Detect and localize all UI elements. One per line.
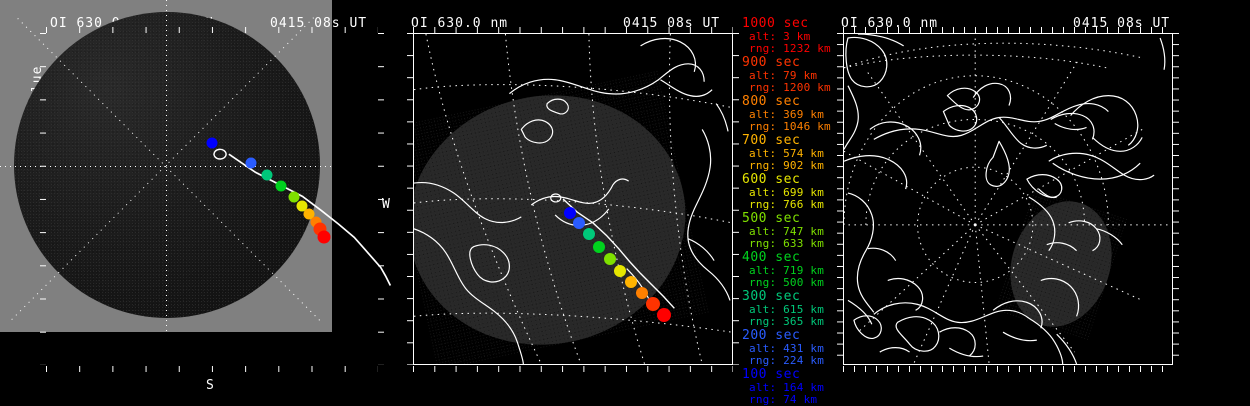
legend-entry-range: rng: 74 km xyxy=(749,393,818,406)
trajectory-point xyxy=(625,276,637,288)
legend-entry-time: 100 sec xyxy=(742,367,801,382)
map-polar-ticks-top xyxy=(843,27,1173,33)
trajectory-point xyxy=(636,287,648,299)
map-zoom-graticule xyxy=(414,34,732,364)
trajectory-point xyxy=(206,137,218,149)
allsky-noise-texture xyxy=(14,12,320,318)
legend-entry: 500 sec alt: 747 km rng: 633 km xyxy=(742,211,838,250)
legend-entry-range: rng: 766 km xyxy=(749,198,825,211)
legend-entry-range: rng: 365 km xyxy=(749,315,825,328)
allsky-label-south: S xyxy=(206,378,215,393)
map-polar-ticks-right xyxy=(1173,33,1179,365)
trajectory-point xyxy=(310,216,322,228)
allsky-field-disc xyxy=(14,12,320,318)
map-polar-canvas xyxy=(843,33,1173,365)
trajectory-point xyxy=(245,157,257,169)
trajectory-point xyxy=(275,180,287,192)
map-polar-panel: OI 630.0 nm 0415 08s UT xyxy=(835,0,1250,400)
legend-entry-altitude: alt: 369 km xyxy=(749,108,825,121)
legend-entry: 800 sec alt: 369 km rng: 1046 km xyxy=(742,94,838,133)
legend-entry-range: rng: 1232 km xyxy=(749,42,831,55)
map-zoom-ticks-left xyxy=(407,33,413,365)
allsky-ticks-right xyxy=(378,33,384,365)
trajectory-point xyxy=(261,169,273,181)
legend-entry: 200 sec alt: 431 km rng: 224 km xyxy=(742,328,838,367)
legend-entry-time: 900 sec xyxy=(742,55,801,70)
legend-entry-time: 500 sec xyxy=(742,211,801,226)
legend-entry-altitude: alt: 574 km xyxy=(749,147,825,160)
map-zoom-ticks-top xyxy=(413,27,733,33)
map-zoom-trajectory-markers xyxy=(414,34,732,364)
legend-entry-time: 400 sec xyxy=(742,250,801,265)
map-zoom-canvas xyxy=(413,33,733,365)
trajectory-point xyxy=(564,207,576,219)
legend-entry-altitude: alt: 699 km xyxy=(749,186,825,199)
legend-entry-range: rng: 1200 km xyxy=(749,81,831,94)
legend-entry: 700 sec alt: 574 km rng: 902 km xyxy=(742,133,838,172)
allsky-ticks-bottom xyxy=(46,366,378,372)
legend-entry-time: 1000 sec xyxy=(742,16,809,31)
legend-entry-range: rng: 902 km xyxy=(749,159,825,172)
legend-entry-altitude: alt: 431 km xyxy=(749,342,825,355)
legend-entry: 1000 sec alt: 3 km rng: 1232 km xyxy=(742,16,838,55)
trajectory-point xyxy=(657,308,671,322)
legend-entry-range: rng: 224 km xyxy=(749,354,825,367)
allsky-label-west: W xyxy=(382,197,391,212)
allsky-ticks-left xyxy=(40,33,46,365)
legend-entry-altitude: alt: 719 km xyxy=(749,264,825,277)
time-altitude-range-legend: 1000 sec alt: 3 km rng: 1232 km 900 sec alt:… xyxy=(742,16,838,406)
legend-entry: 100 sec alt: 164 km rng: 74 km xyxy=(742,367,838,406)
legend-entry-altitude: alt: 747 km xyxy=(749,225,825,238)
map-zoom-ticks-bottom xyxy=(413,366,733,372)
legend-entry: 900 sec alt: 79 km rng: 1200 km xyxy=(742,55,838,94)
map-zoom-panel: OI 630.0 nm 0415 08s UT xyxy=(405,0,739,400)
legend-entry-time: 700 sec xyxy=(742,133,801,148)
map-zoom-coastlines xyxy=(414,37,731,364)
legend-entry: 600 sec alt: 699 km rng: 766 km xyxy=(742,172,838,211)
trajectory-point xyxy=(288,191,300,203)
legend-entry: 400 sec alt: 719 km rng: 500 km xyxy=(742,250,838,289)
map-polar-ticks-bottom xyxy=(843,366,1173,372)
trajectory-point xyxy=(303,208,315,220)
map-zoom-ticks-right xyxy=(733,33,739,365)
legend-entry: 300 sec alt: 615 km rng: 365 km xyxy=(742,289,838,328)
legend-entry-time: 800 sec xyxy=(742,94,801,109)
allsky-image xyxy=(0,0,400,400)
legend-entry-range: rng: 1046 km xyxy=(749,120,831,133)
trajectory-point xyxy=(573,217,585,229)
allsky-ticks-top xyxy=(46,27,378,33)
legend-entry-altitude: alt: 615 km xyxy=(749,303,825,316)
legend-entry-time: 300 sec xyxy=(742,289,801,304)
allsky-panel: OI 630.0 nm N 0415 08s UT Abs Value E W … xyxy=(0,0,400,400)
trajectory-point xyxy=(604,253,616,265)
allsky-trajectory-markers xyxy=(0,0,400,400)
map-polar-graticule xyxy=(844,35,1169,364)
trajectory-point xyxy=(317,230,331,244)
map-polar-coastlines xyxy=(844,34,1166,364)
trajectory-point xyxy=(593,241,605,253)
legend-entry-altitude: alt: 164 km xyxy=(749,381,825,394)
trajectory-point xyxy=(614,265,626,277)
legend-entry-time: 200 sec xyxy=(742,328,801,343)
legend-entry-range: rng: 500 km xyxy=(749,276,825,289)
legend-entry-time: 600 sec xyxy=(742,172,801,187)
trajectory-point xyxy=(583,228,595,240)
map-polar-ticks-left xyxy=(837,33,843,365)
trajectory-point xyxy=(646,297,660,311)
legend-entry-range: rng: 633 km xyxy=(749,237,825,250)
legend-entry-altitude: alt: 3 km xyxy=(749,30,811,43)
legend-entry-altitude: alt: 79 km xyxy=(749,69,818,82)
trajectory-point xyxy=(296,200,308,212)
map-zoom-trajectory xyxy=(550,193,675,309)
